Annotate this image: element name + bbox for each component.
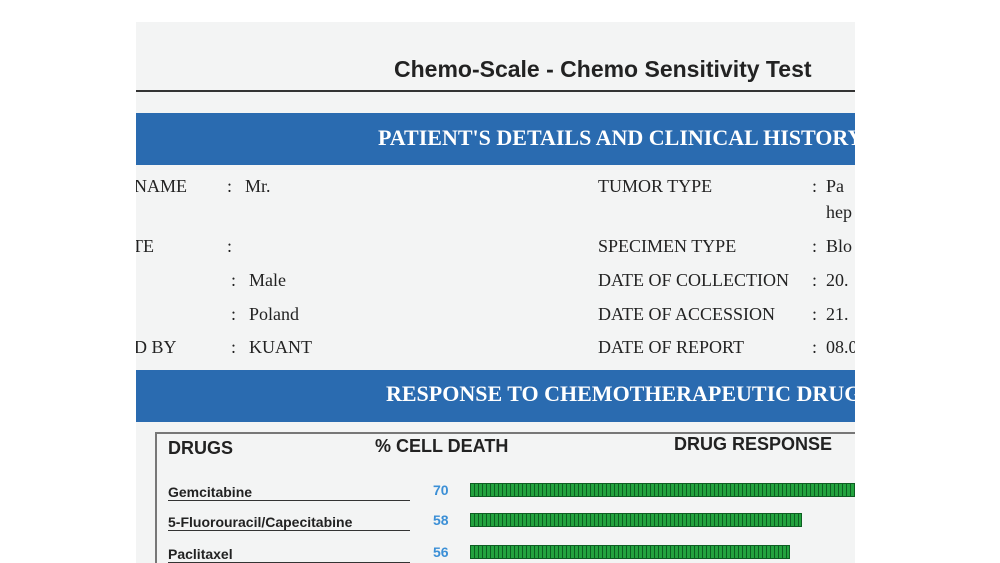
detail-label: DATE OF ACCESSION bbox=[598, 304, 776, 324]
section-band bbox=[136, 113, 855, 165]
detail-separator: : bbox=[231, 270, 237, 290]
table-box bbox=[155, 432, 855, 563]
detail-label: TUMOR TYPE bbox=[598, 176, 713, 196]
detail-label: DATE OF COLLECTION bbox=[598, 270, 789, 290]
detail-separator: : bbox=[812, 337, 818, 357]
detail-separator: : bbox=[812, 304, 818, 324]
response-bar bbox=[470, 545, 791, 559]
table-header: DRUG RESPONSE bbox=[674, 434, 833, 454]
detail-value: 21. bbox=[826, 304, 849, 324]
cell-death-value: 58 bbox=[433, 512, 449, 528]
detail-value: KUANT bbox=[249, 337, 312, 357]
title: Chemo-Scale - Chemo Sensitivity Test bbox=[394, 56, 812, 82]
detail-label: DATE OF REPORT bbox=[598, 337, 744, 357]
detail-value: Pa bbox=[826, 176, 844, 196]
cell-death-value: 70 bbox=[433, 482, 449, 498]
detail-value: Mr. bbox=[245, 176, 271, 196]
detail-separator: : bbox=[812, 270, 818, 290]
title-rule bbox=[136, 90, 855, 92]
detail-separator: : bbox=[231, 304, 237, 324]
drug-name: Paclitaxel bbox=[168, 546, 410, 563]
detail-separator: : bbox=[812, 236, 818, 256]
detail-separator: : bbox=[227, 236, 233, 256]
detail-value: 08.0 bbox=[826, 337, 855, 357]
detail-label: D BY bbox=[136, 337, 177, 357]
drug-name: 5-Fluorouracil/Capecitabine bbox=[168, 514, 410, 531]
section-band bbox=[136, 370, 855, 422]
detail-value: Blo bbox=[826, 236, 853, 256]
drug-name: Gemcitabine bbox=[168, 484, 410, 501]
detail-value: Poland bbox=[249, 304, 300, 324]
detail-label: SPECIMEN TYPE bbox=[598, 236, 737, 256]
detail-label: NAME bbox=[136, 176, 187, 196]
detail-label: TE bbox=[136, 236, 154, 256]
detail-separator: : bbox=[231, 337, 237, 357]
detail-value: 20. bbox=[826, 270, 849, 290]
table-header: % CELL DEATH bbox=[375, 436, 509, 456]
section-title: PATIENT'S DETAILS AND CLINICAL HISTORY bbox=[378, 125, 855, 150]
detail-value: Male bbox=[249, 270, 286, 290]
detail-separator: : bbox=[227, 176, 233, 196]
detail-separator: : bbox=[812, 176, 818, 196]
response-bar bbox=[470, 483, 855, 497]
table-header: DRUGS bbox=[168, 438, 234, 458]
document: Chemo-Scale - Chemo Sensitivity Test PAT… bbox=[136, 22, 855, 563]
section-title: RESPONSE TO CHEMOTHERAPEUTIC DRUGS bbox=[386, 381, 855, 406]
response-bar bbox=[470, 513, 802, 527]
cell-death-value: 56 bbox=[433, 544, 449, 560]
detail-value: hep bbox=[826, 202, 852, 222]
